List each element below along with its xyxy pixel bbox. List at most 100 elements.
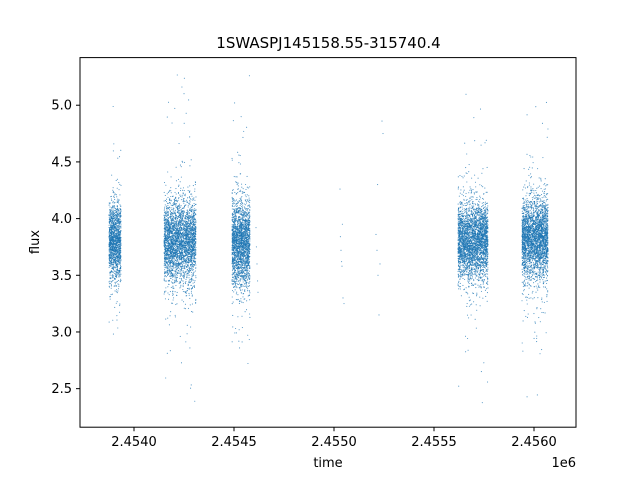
data-point (171, 228, 173, 230)
data-point (173, 241, 175, 243)
data-point (168, 259, 170, 261)
data-point (174, 238, 176, 240)
data-point (174, 212, 176, 214)
data-point (118, 224, 120, 226)
data-point (164, 267, 166, 269)
data-point (114, 201, 116, 204)
data-point (180, 269, 182, 271)
data-point (119, 246, 121, 248)
data-point (110, 196, 112, 198)
data-point (167, 207, 169, 209)
data-point (184, 220, 186, 222)
data-point (173, 297, 175, 299)
data-point (169, 244, 171, 246)
data-point (185, 271, 187, 273)
data-point (113, 227, 115, 229)
data-point (120, 233, 122, 235)
data-point (175, 215, 177, 217)
data-point (185, 235, 187, 237)
data-point (114, 283, 116, 285)
data-point (169, 268, 171, 270)
data-point (183, 243, 185, 245)
data-point (108, 216, 110, 218)
data-point (183, 248, 185, 250)
data-point (109, 280, 111, 282)
data-point (167, 228, 169, 231)
data-point (188, 99, 190, 101)
data-point (173, 220, 175, 222)
data-point (175, 225, 177, 228)
data-point (175, 230, 177, 232)
data-point (168, 227, 170, 229)
data-point (119, 275, 121, 277)
data-point (109, 219, 111, 221)
data-point (108, 234, 111, 236)
data-point (182, 288, 184, 291)
data-point (195, 275, 197, 277)
data-point (115, 219, 117, 221)
data-point (175, 269, 177, 271)
data-point (172, 290, 174, 292)
data-point (114, 207, 116, 209)
data-point (179, 223, 182, 225)
data-point (113, 233, 115, 235)
data-point (120, 205, 122, 207)
data-point (168, 279, 170, 281)
data-point (177, 217, 179, 219)
data-point (248, 197, 250, 199)
data-point (108, 281, 110, 283)
data-point (170, 229, 172, 231)
data-point (109, 253, 111, 255)
data-point (116, 205, 119, 207)
data-point (172, 232, 174, 234)
data-point (114, 207, 117, 210)
data-point (176, 240, 178, 242)
data-point (192, 234, 194, 236)
data-point (111, 229, 113, 231)
data-point (175, 247, 177, 249)
data-point (177, 225, 179, 227)
data-point (178, 262, 180, 264)
data-point (109, 224, 111, 226)
data-point (190, 233, 193, 235)
data-point (113, 214, 115, 216)
data-point (166, 262, 168, 264)
data-point (188, 246, 190, 248)
data-point (170, 176, 172, 178)
data-point (108, 286, 111, 288)
data-point (108, 321, 110, 323)
data-point (192, 274, 194, 276)
data-point (187, 246, 189, 248)
data-point (117, 240, 119, 242)
data-point (120, 278, 122, 280)
data-point (117, 248, 119, 250)
data-point (169, 221, 171, 223)
data-point (192, 237, 194, 239)
data-point (189, 279, 191, 281)
data-point (195, 209, 197, 211)
data-point (109, 255, 111, 257)
data-point (118, 156, 121, 158)
data-point (169, 202, 171, 204)
data-point (182, 232, 184, 234)
data-point (177, 246, 179, 248)
data-point (109, 265, 111, 267)
data-point (166, 237, 168, 239)
data-point (183, 255, 185, 257)
data-point (184, 216, 186, 218)
data-point (114, 261, 116, 264)
data-point (116, 260, 118, 262)
data-point (186, 211, 189, 213)
data-point (180, 238, 183, 240)
data-point (170, 237, 172, 239)
data-point (183, 77, 185, 79)
chart-title: 1SWASPJ145158.55-315740.4 (216, 34, 440, 52)
data-point (170, 207, 172, 209)
data-point (178, 230, 180, 232)
data-point (168, 233, 170, 235)
data-point (111, 227, 113, 229)
data-point (166, 198, 168, 200)
data-point (172, 248, 174, 250)
data-point (120, 184, 122, 186)
data-point (109, 229, 111, 231)
